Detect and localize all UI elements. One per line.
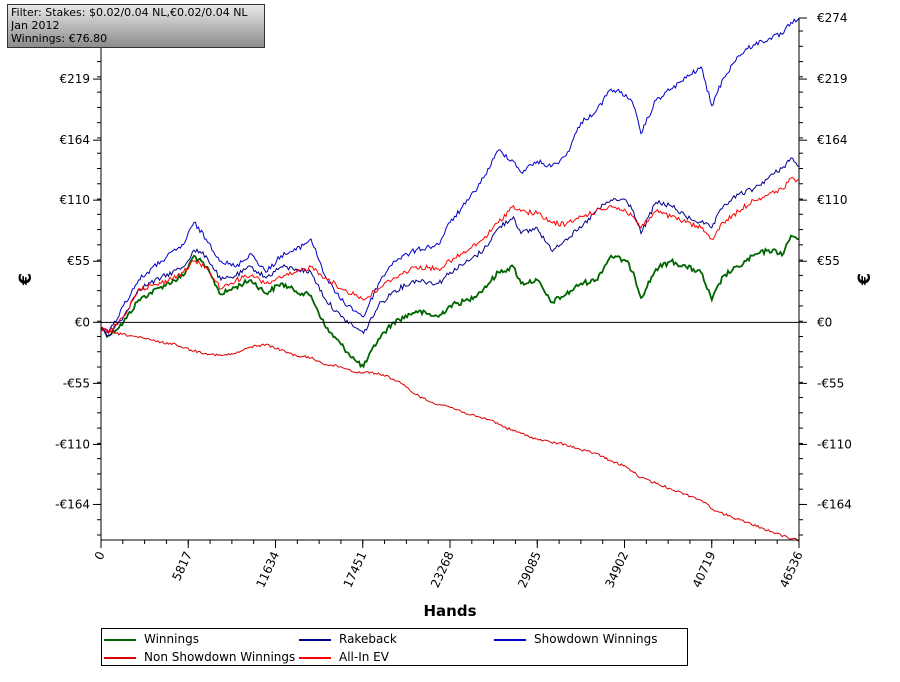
- legend-item-rakeback: Rakeback: [299, 631, 397, 647]
- x-tick-label: 5817: [169, 549, 195, 583]
- legend-item-non-showdown: Non Showdown Winnings: [104, 649, 295, 665]
- legend-label: Winnings: [144, 632, 199, 646]
- series-line-rakeback: [100, 157, 800, 337]
- filter-stakes-text: Filter: Stakes: $0.02/0.04 NL,€0.02/0.04…: [11, 6, 248, 19]
- y-tick-label: €219: [817, 72, 848, 86]
- legend-label: Non Showdown Winnings: [144, 650, 296, 664]
- y-tick-label: -€110: [55, 437, 90, 451]
- legend-item-showdown: Showdown Winnings: [494, 631, 658, 647]
- series-line-winnings: [100, 234, 800, 369]
- chart-legend: Winnings Rakeback Showdown Winnings Non …: [101, 628, 688, 666]
- legend-item-allin-ev: All-In EV: [299, 649, 389, 665]
- y-tick-label: -€55: [63, 376, 90, 390]
- series-line-non_showdown: [100, 326, 800, 542]
- y-tick-label: -€110: [817, 437, 852, 451]
- y-tick-label: €110: [817, 193, 848, 207]
- y-tick-label: €0: [817, 315, 832, 329]
- series-line-allin_ev: [100, 177, 800, 335]
- legend-item-winnings: Winnings: [104, 631, 199, 647]
- x-tick-label: 46536: [777, 549, 806, 590]
- y-tick-label: -€55: [817, 376, 844, 390]
- legend-swatch: [104, 638, 136, 641]
- x-tick-label: 29085: [515, 549, 544, 590]
- y-axis-label-right: €: [855, 273, 875, 286]
- y-tick-label: €164: [817, 133, 848, 147]
- y-tick-label: €274: [817, 11, 848, 25]
- y-tick-label: -€164: [55, 497, 90, 511]
- x-tick-label: 40719: [690, 549, 719, 590]
- y-tick-label: €164: [59, 133, 90, 147]
- legend-swatch: [299, 638, 331, 641]
- filter-info-box: Filter: Stakes: $0.02/0.04 NL,€0.02/0.04…: [7, 4, 265, 48]
- legend-swatch: [494, 638, 526, 641]
- y-tick-label: €55: [817, 254, 840, 268]
- y-tick-label: €55: [67, 254, 90, 268]
- filter-date-text: Jan 2012: [11, 19, 60, 32]
- legend-label: Rakeback: [339, 632, 397, 646]
- legend-swatch: [104, 656, 136, 659]
- x-tick-label: 23268: [428, 549, 457, 590]
- x-tick-label: 0: [92, 549, 108, 562]
- y-tick-label: €110: [59, 193, 90, 207]
- x-axis-label: Hands: [423, 602, 476, 620]
- series-line-showdown: [100, 17, 800, 335]
- y-tick-label: -€164: [817, 497, 852, 511]
- x-tick-label: 17451: [341, 549, 370, 590]
- filter-winnings-text: Winnings: €76.80: [11, 32, 108, 45]
- legend-swatch: [299, 656, 331, 659]
- x-tick-label: 34902: [602, 549, 631, 590]
- axes: €274€274€219€219€164€164€110€110€55€55€0…: [55, 11, 852, 590]
- series-lines: [100, 17, 800, 542]
- y-tick-label: €219: [59, 72, 90, 86]
- y-tick-label: €0: [75, 315, 90, 329]
- y-axis-label-left: €: [16, 273, 36, 286]
- x-tick-label: 11634: [253, 549, 282, 590]
- legend-label: Showdown Winnings: [534, 632, 658, 646]
- legend-label: All-In EV: [339, 650, 389, 664]
